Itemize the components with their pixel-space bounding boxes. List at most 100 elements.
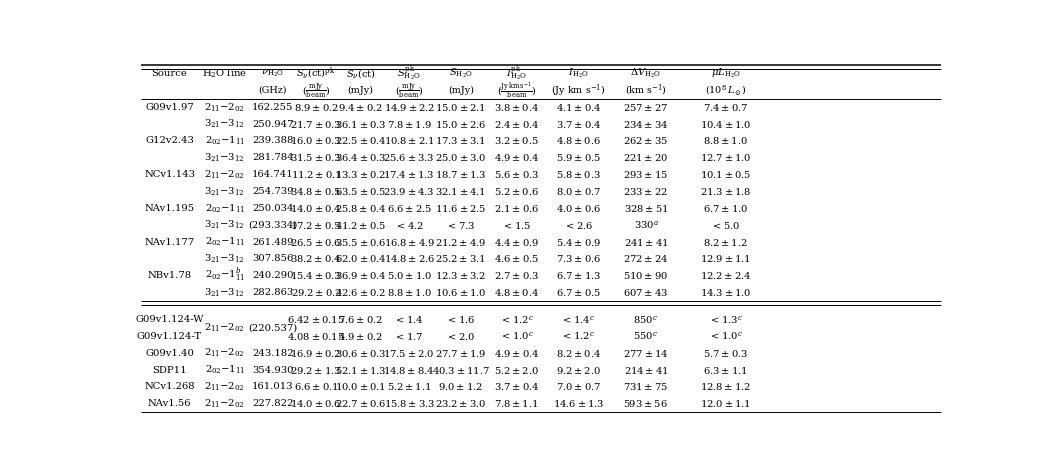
Text: $3_{21}{-}3_{12}$: $3_{21}{-}3_{12}$ (205, 253, 246, 265)
Text: $277\pm14$: $277\pm14$ (623, 348, 669, 359)
Text: $<5.0$: $<5.0$ (711, 219, 740, 231)
Text: $731\pm75$: $731\pm75$ (624, 381, 669, 393)
Text: NBv1.78: NBv1.78 (147, 271, 191, 280)
Text: $257\pm27$: $257\pm27$ (624, 102, 669, 113)
Text: $S^{\rm pk}_{\rm H_2O}$: $S^{\rm pk}_{\rm H_2O}$ (397, 64, 421, 83)
Text: $3.2\pm0.5$: $3.2\pm0.5$ (495, 135, 539, 146)
Text: $2_{11}{-}2_{02}$: $2_{11}{-}2_{02}$ (205, 347, 246, 359)
Text: $4.9\pm0.2$: $4.9\pm0.2$ (338, 331, 383, 342)
Text: 282.863: 282.863 (252, 288, 293, 297)
Text: ($\frac{\rm mJy}{\rm beam}$): ($\frac{\rm mJy}{\rm beam}$) (301, 81, 331, 100)
Text: ($10^8\,L_\odot$): ($10^8\,L_\odot$) (705, 84, 747, 97)
Text: $15.4\pm0.3$: $15.4\pm0.3$ (290, 270, 341, 281)
Text: 239.388: 239.388 (252, 137, 294, 146)
Text: $12.7\pm1.0$: $12.7\pm1.0$ (700, 152, 752, 163)
Text: $14.8\pm8.4$: $14.8\pm8.4$ (383, 365, 435, 376)
Text: $10.4\pm1.0$: $10.4\pm1.0$ (700, 118, 752, 130)
Text: $15.8\pm3.3$: $15.8\pm3.3$ (383, 398, 435, 410)
Text: $17.2\pm0.5$: $17.2\pm0.5$ (291, 219, 341, 231)
Text: $63.5\pm0.5$: $63.5\pm0.5$ (335, 186, 386, 197)
Text: $6.6\pm0.1$: $6.6\pm0.1$ (294, 381, 338, 393)
Text: 164.741: 164.741 (252, 170, 294, 179)
Text: NAv1.195: NAv1.195 (145, 204, 194, 213)
Text: $2_{11}{-}2_{02}$: $2_{11}{-}2_{02}$ (205, 168, 246, 181)
Text: $21.2\pm4.9$: $21.2\pm4.9$ (435, 236, 486, 248)
Text: $25.0\pm3.0$: $25.0\pm3.0$ (435, 152, 486, 163)
Text: $8.2\pm0.4$: $8.2\pm0.4$ (555, 348, 601, 359)
Text: $3_{21}{-}3_{12}$: $3_{21}{-}3_{12}$ (205, 152, 246, 164)
Text: $14.8\pm2.6$: $14.8\pm2.6$ (383, 253, 435, 264)
Text: $S_\nu({\rm ct})^{\rm pk}$: $S_\nu({\rm ct})^{\rm pk}$ (296, 66, 336, 81)
Text: $4.0\pm0.6$: $4.0\pm0.6$ (555, 203, 601, 214)
Text: $23.9\pm4.3$: $23.9\pm4.3$ (383, 186, 435, 197)
Text: 250.947: 250.947 (252, 120, 294, 129)
Text: $21.7\pm0.3$: $21.7\pm0.3$ (290, 118, 341, 130)
Text: $62.0\pm0.4$: $62.0\pm0.4$ (335, 253, 386, 264)
Text: $272\pm24$: $272\pm24$ (623, 253, 669, 264)
Text: $29.2\pm0.2$: $29.2\pm0.2$ (291, 287, 341, 298)
Text: (mJy): (mJy) (348, 86, 374, 95)
Text: $\nu_{\rm H_2O}$: $\nu_{\rm H_2O}$ (261, 68, 285, 80)
Text: $25.2\pm3.1$: $25.2\pm3.1$ (436, 253, 486, 264)
Text: $10.6\pm1.0$: $10.6\pm1.0$ (435, 287, 486, 298)
Text: $2_{02}{-}1_{11}$: $2_{02}{-}1_{11}$ (205, 135, 245, 147)
Text: $8.0\pm0.7$: $8.0\pm0.7$ (555, 186, 601, 197)
Text: G09v1.40: G09v1.40 (145, 349, 194, 358)
Text: $10.0\pm0.1$: $10.0\pm0.1$ (335, 381, 386, 393)
Text: $3.7\pm0.4$: $3.7\pm0.4$ (494, 381, 540, 393)
Text: $3_{21}{-}3_{12}$: $3_{21}{-}3_{12}$ (205, 286, 246, 299)
Text: $S_{\rm H_2O}$: $S_{\rm H_2O}$ (449, 67, 472, 80)
Text: $14.0\pm0.4$: $14.0\pm0.4$ (290, 203, 342, 214)
Text: $7.4\pm0.7$: $7.4\pm0.7$ (704, 102, 749, 113)
Text: $14.6\pm1.3$: $14.6\pm1.3$ (552, 398, 604, 410)
Text: $7.8\pm1.9$: $7.8\pm1.9$ (386, 118, 432, 130)
Text: $12.8\pm1.2$: $12.8\pm1.2$ (700, 381, 751, 393)
Text: $4.9\pm0.4$: $4.9\pm0.4$ (494, 348, 540, 359)
Text: $29.2\pm1.3$: $29.2\pm1.3$ (291, 365, 341, 376)
Text: $2_{11}{-}2_{02}$: $2_{11}{-}2_{02}$ (205, 380, 246, 393)
Text: 250.034: 250.034 (252, 204, 294, 213)
Text: 243.182: 243.182 (252, 349, 294, 358)
Text: $17.5\pm2.0$: $17.5\pm2.0$ (383, 348, 435, 359)
Text: $8.8\pm1.0$: $8.8\pm1.0$ (704, 135, 749, 146)
Text: $10.1\pm0.5$: $10.1\pm0.5$ (700, 169, 752, 180)
Text: $42.6\pm0.2$: $42.6\pm0.2$ (335, 287, 386, 298)
Text: NCv1.143: NCv1.143 (144, 170, 195, 179)
Text: NCv1.268: NCv1.268 (144, 382, 195, 391)
Text: 161.013: 161.013 (252, 382, 294, 391)
Text: $262\pm35$: $262\pm35$ (624, 135, 669, 146)
Text: ($\frac{\rm Jy\,km\,s^{-1}}{\rm beam}$): ($\frac{\rm Jy\,km\,s^{-1}}{\rm beam}$) (497, 80, 537, 101)
Text: G09v1.124-T: G09v1.124-T (136, 332, 202, 341)
Text: ($\frac{\rm mJy}{\rm beam}$): ($\frac{\rm mJy}{\rm beam}$) (395, 81, 423, 100)
Text: $6.3\pm1.1$: $6.3\pm1.1$ (704, 365, 748, 376)
Text: $6.6\pm2.5$: $6.6\pm2.5$ (386, 203, 432, 214)
Text: $2_{11}{-}2_{02}$: $2_{11}{-}2_{02}$ (205, 101, 246, 114)
Text: $550^c$: $550^c$ (633, 330, 658, 343)
Text: $11.2\pm0.1$: $11.2\pm0.1$ (291, 169, 341, 180)
Text: G09v1.124-W: G09v1.124-W (135, 315, 204, 324)
Text: $16.8\pm4.9$: $16.8\pm4.9$ (383, 236, 435, 248)
Text: $8.2\pm1.2$: $8.2\pm1.2$ (704, 236, 748, 248)
Text: $221\pm20$: $221\pm20$ (624, 152, 669, 163)
Text: $2.1\pm0.6$: $2.1\pm0.6$ (494, 203, 540, 214)
Text: $5.6\pm0.3$: $5.6\pm0.3$ (494, 169, 540, 180)
Text: $6.7\pm1.0$: $6.7\pm1.0$ (704, 203, 749, 214)
Text: $I_{\rm H_2O}^{\rm pk}$: $I_{\rm H_2O}^{\rm pk}$ (506, 64, 527, 83)
Text: $4.8\pm0.4$: $4.8\pm0.4$ (494, 287, 539, 298)
Text: $5.2\pm2.0$: $5.2\pm2.0$ (495, 365, 539, 376)
Text: $5.2\pm0.6$: $5.2\pm0.6$ (495, 186, 539, 197)
Text: $<1.6$: $<1.6$ (446, 314, 476, 325)
Text: $4.8\pm0.6$: $4.8\pm0.6$ (555, 135, 601, 146)
Text: $38.2\pm0.4$: $38.2\pm0.4$ (290, 253, 341, 264)
Text: $8.8\pm1.0$: $8.8\pm1.0$ (386, 287, 432, 298)
Text: $4.6\pm0.5$: $4.6\pm0.5$ (494, 253, 539, 264)
Text: $14.9\pm2.2$: $14.9\pm2.2$ (383, 102, 435, 113)
Text: (Jy km s$^{-1}$): (Jy km s$^{-1}$) (551, 82, 606, 99)
Text: $510\pm90$: $510\pm90$ (624, 270, 669, 281)
Text: $2.4\pm0.4$: $2.4\pm0.4$ (494, 118, 540, 130)
Text: $12.0\pm1.1$: $12.0\pm1.1$ (700, 398, 751, 410)
Text: $22.7\pm0.6$: $22.7\pm0.6$ (335, 398, 386, 410)
Text: $7.3\pm0.6$: $7.3\pm0.6$ (555, 253, 601, 264)
Text: $31.5\pm0.3$: $31.5\pm0.3$ (290, 152, 341, 163)
Text: $34.8\pm0.5$: $34.8\pm0.5$ (291, 186, 341, 197)
